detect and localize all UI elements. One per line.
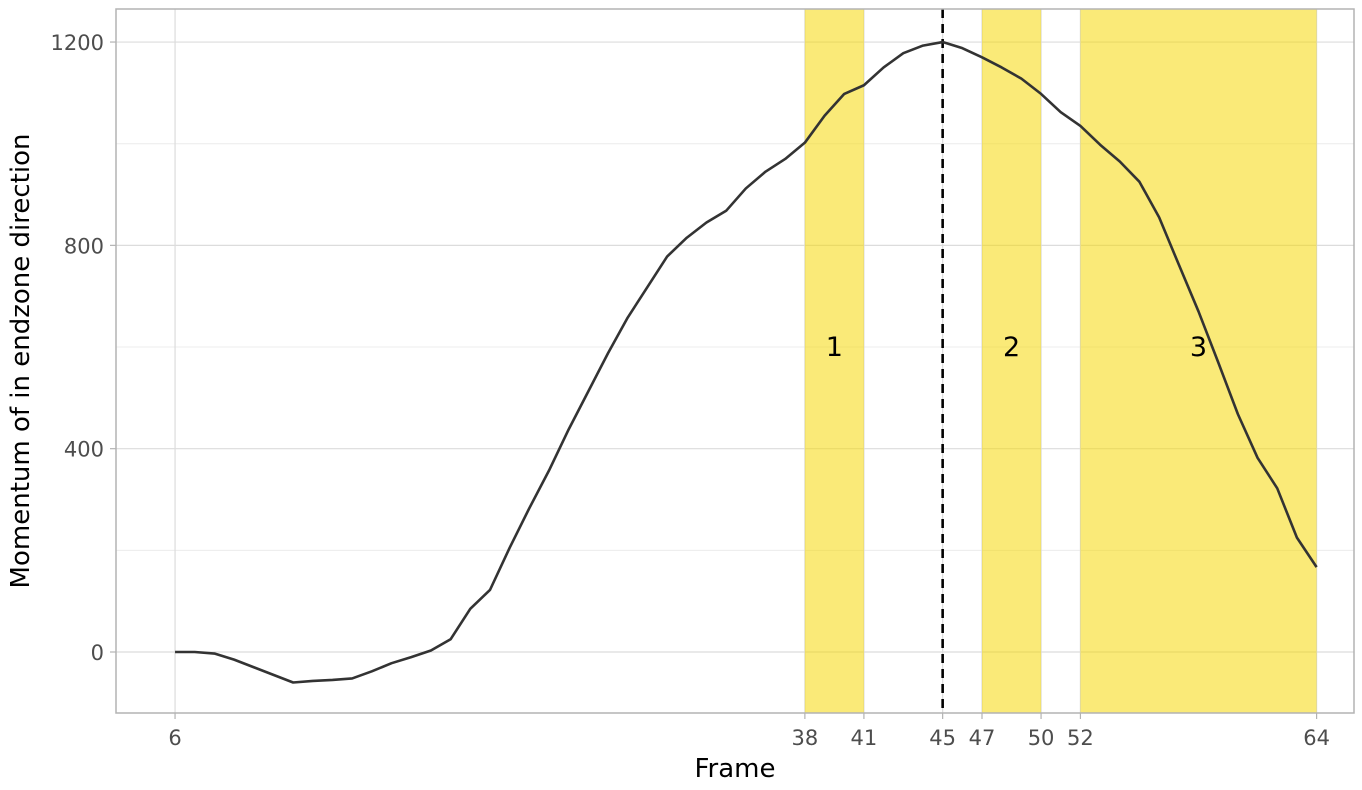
x-tick-label: 52 bbox=[1067, 726, 1094, 750]
x-tick-label: 50 bbox=[1028, 726, 1055, 750]
highlight-region-1 bbox=[804, 9, 864, 713]
highlight-regions bbox=[804, 9, 1317, 713]
x-tick-label: 38 bbox=[792, 726, 819, 750]
x-tick-label: 41 bbox=[851, 726, 878, 750]
region-labels: 1 2 3 bbox=[826, 332, 1207, 363]
highlight-region-3 bbox=[1080, 9, 1317, 713]
y-tick-label: 400 bbox=[64, 438, 104, 462]
x-axis-title: Frame bbox=[694, 754, 775, 784]
y-tick-label: 0 bbox=[91, 641, 104, 665]
region-label-3: 3 bbox=[1190, 332, 1207, 363]
y-axis-title: Momentum of in endzone direction bbox=[6, 134, 36, 589]
x-tick-label: 64 bbox=[1303, 726, 1330, 750]
panel-border bbox=[115, 8, 1355, 714]
y-axis-ticks: 0 400 800 1200 bbox=[51, 31, 116, 665]
y-tick-label: 800 bbox=[64, 234, 104, 258]
highlight-region-2 bbox=[982, 9, 1042, 713]
y-tick-label: 1200 bbox=[51, 31, 104, 55]
region-label-1: 1 bbox=[826, 332, 843, 363]
x-tick-label: 45 bbox=[929, 726, 956, 750]
series-line bbox=[175, 40, 1318, 684]
region-label-2: 2 bbox=[1003, 332, 1020, 363]
x-axis-ticks: 6 38 41 45 47 50 52 64 bbox=[168, 713, 1330, 750]
x-tick-label: 6 bbox=[168, 726, 181, 750]
x-tick-label: 47 bbox=[969, 726, 996, 750]
